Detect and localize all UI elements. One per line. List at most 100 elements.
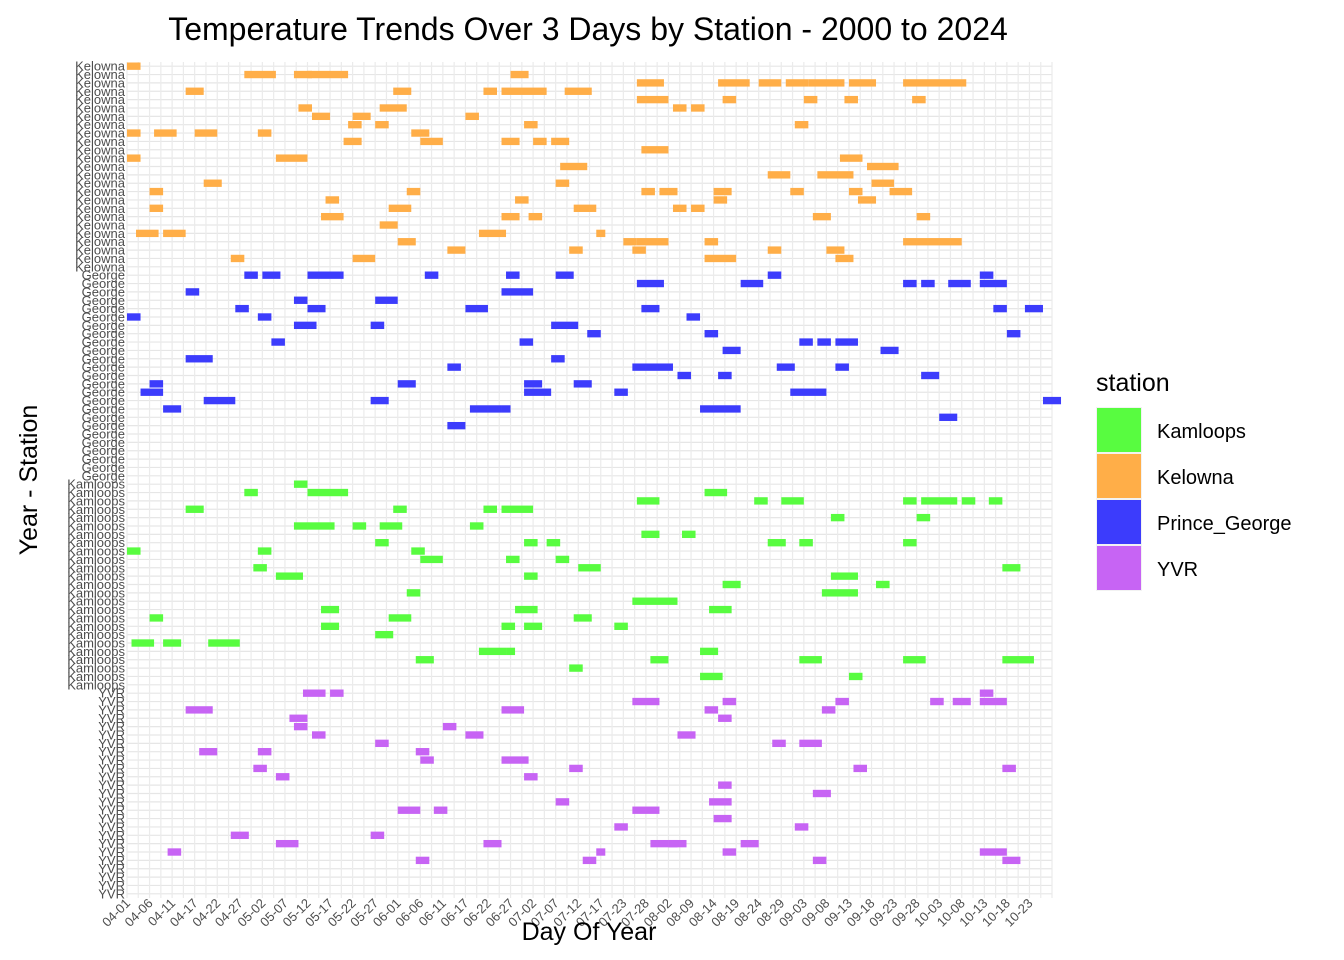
- y-tick-label: Kelowna: [75, 92, 126, 107]
- y-tick-label: YVR: [98, 794, 125, 809]
- tile-kamloops: [1002, 564, 1021, 572]
- tile-yvr: [230, 831, 249, 839]
- y-tick-label: YVR: [98, 736, 125, 751]
- tile-yvr: [501, 706, 525, 714]
- tile-kamloops: [469, 522, 484, 530]
- tile-prince_george: [149, 380, 164, 388]
- tile-kelowna: [636, 238, 669, 246]
- tile-kamloops: [704, 488, 728, 497]
- y-tick-label: Kamloops: [67, 610, 125, 625]
- y-tick-label: YVR: [98, 761, 125, 776]
- legend-swatch-yvr: [1097, 546, 1141, 590]
- tile-kelowna: [149, 204, 164, 212]
- tile-prince_george: [835, 363, 849, 371]
- tile-kelowna: [659, 187, 678, 196]
- y-tick-label: George: [82, 427, 125, 442]
- tile-kelowna: [672, 104, 687, 112]
- tile-yvr: [979, 848, 1007, 856]
- tile-yvr: [275, 773, 290, 781]
- y-tick-label: Kamloops: [67, 477, 125, 492]
- tile-yvr: [835, 697, 849, 706]
- tile-prince_george: [880, 346, 899, 355]
- tile-yvr: [501, 756, 529, 764]
- tile-kelowna: [560, 162, 588, 171]
- tile-yvr: [632, 697, 660, 706]
- tile-kamloops: [411, 547, 425, 555]
- y-tick-label: Kamloops: [67, 677, 125, 692]
- tile-kelowna: [867, 162, 899, 171]
- tile-kamloops: [903, 656, 926, 664]
- tile-prince_george: [1042, 396, 1062, 405]
- tile-kelowna: [275, 154, 308, 162]
- tile-kamloops: [546, 539, 561, 547]
- y-tick-label: George: [82, 301, 125, 316]
- tile-prince_george: [979, 279, 1007, 288]
- y-axis-title: Year - Station: [15, 405, 43, 556]
- y-tick-label: George: [82, 326, 125, 341]
- tile-kamloops: [650, 656, 669, 664]
- tile-yvr: [275, 839, 299, 848]
- tile-kelowna: [352, 112, 371, 121]
- tile-kelowna: [551, 137, 570, 146]
- tile-prince_george: [641, 304, 660, 313]
- x-axis-title: Day Of Year: [522, 918, 657, 946]
- tile-prince_george: [501, 405, 511, 413]
- y-tick-label: YVR: [98, 886, 125, 901]
- tile-prince_george: [948, 279, 971, 288]
- tile-kamloops: [636, 497, 660, 505]
- tile-kamloops: [415, 656, 434, 664]
- tile-prince_george: [370, 321, 385, 330]
- tile-yvr: [704, 706, 719, 714]
- tile-yvr: [302, 689, 326, 697]
- tile-yvr: [794, 823, 809, 831]
- y-tick-label: YVR: [98, 719, 125, 734]
- y-tick-label: Kelowna: [75, 234, 126, 249]
- tile-kamloops: [501, 622, 516, 630]
- tile-kelowna: [691, 204, 705, 212]
- tile-prince_george: [293, 321, 317, 330]
- tile-kamloops: [903, 497, 917, 505]
- tile-prince_george: [397, 380, 416, 388]
- tile-kelowna: [352, 254, 376, 263]
- tile-yvr: [253, 764, 267, 773]
- y-tick-label: George: [82, 309, 125, 324]
- tile-kelowna: [704, 238, 719, 246]
- y-tick-label: Kelowna: [75, 209, 126, 224]
- tile-prince_george: [447, 421, 466, 430]
- tile-kelowna: [722, 95, 737, 104]
- tile-kelowna: [194, 129, 218, 137]
- tile-kelowna: [713, 196, 728, 204]
- tile-kamloops: [988, 497, 1003, 505]
- tile-kamloops: [506, 555, 520, 564]
- tile-kelowna: [636, 95, 669, 104]
- tile-prince_george: [185, 288, 200, 296]
- tile-prince_george: [235, 304, 249, 313]
- tile-prince_george: [524, 380, 543, 388]
- tile-kamloops: [293, 480, 308, 488]
- y-tick-label: Kelowna: [75, 259, 126, 274]
- tile-kelowna: [785, 79, 809, 87]
- tile-kelowna: [528, 212, 543, 221]
- tile-kelowna: [510, 70, 529, 79]
- tile-yvr: [614, 823, 628, 831]
- tile-kelowna: [501, 137, 520, 146]
- chart-title: Temperature Trends Over 3 Days by Statio…: [168, 11, 1008, 47]
- tile-kamloops: [379, 522, 403, 530]
- tile-kamloops: [682, 530, 696, 539]
- y-tick-label: YVR: [98, 769, 125, 784]
- legend-swatch-prince_george: [1097, 500, 1141, 544]
- tile-kelowna: [794, 121, 809, 129]
- tile-prince_george: [447, 363, 461, 371]
- tile-yvr: [312, 731, 326, 739]
- tile-prince_george: [551, 355, 565, 363]
- tile-kelowna: [573, 204, 597, 212]
- y-tick-label: Kamloops: [67, 636, 125, 651]
- tile-prince_george: [700, 405, 741, 413]
- tile-kelowna: [817, 171, 854, 179]
- y-tick-label: Kelowna: [75, 167, 126, 182]
- tile-kelowna: [889, 187, 913, 196]
- y-tick-label: Kelowna: [75, 151, 126, 166]
- tile-prince_george: [257, 313, 272, 321]
- y-tick-labels: KelownaKelownaKelownaKelownaKelownaKelow…: [67, 59, 126, 902]
- tile-prince_george: [307, 304, 326, 313]
